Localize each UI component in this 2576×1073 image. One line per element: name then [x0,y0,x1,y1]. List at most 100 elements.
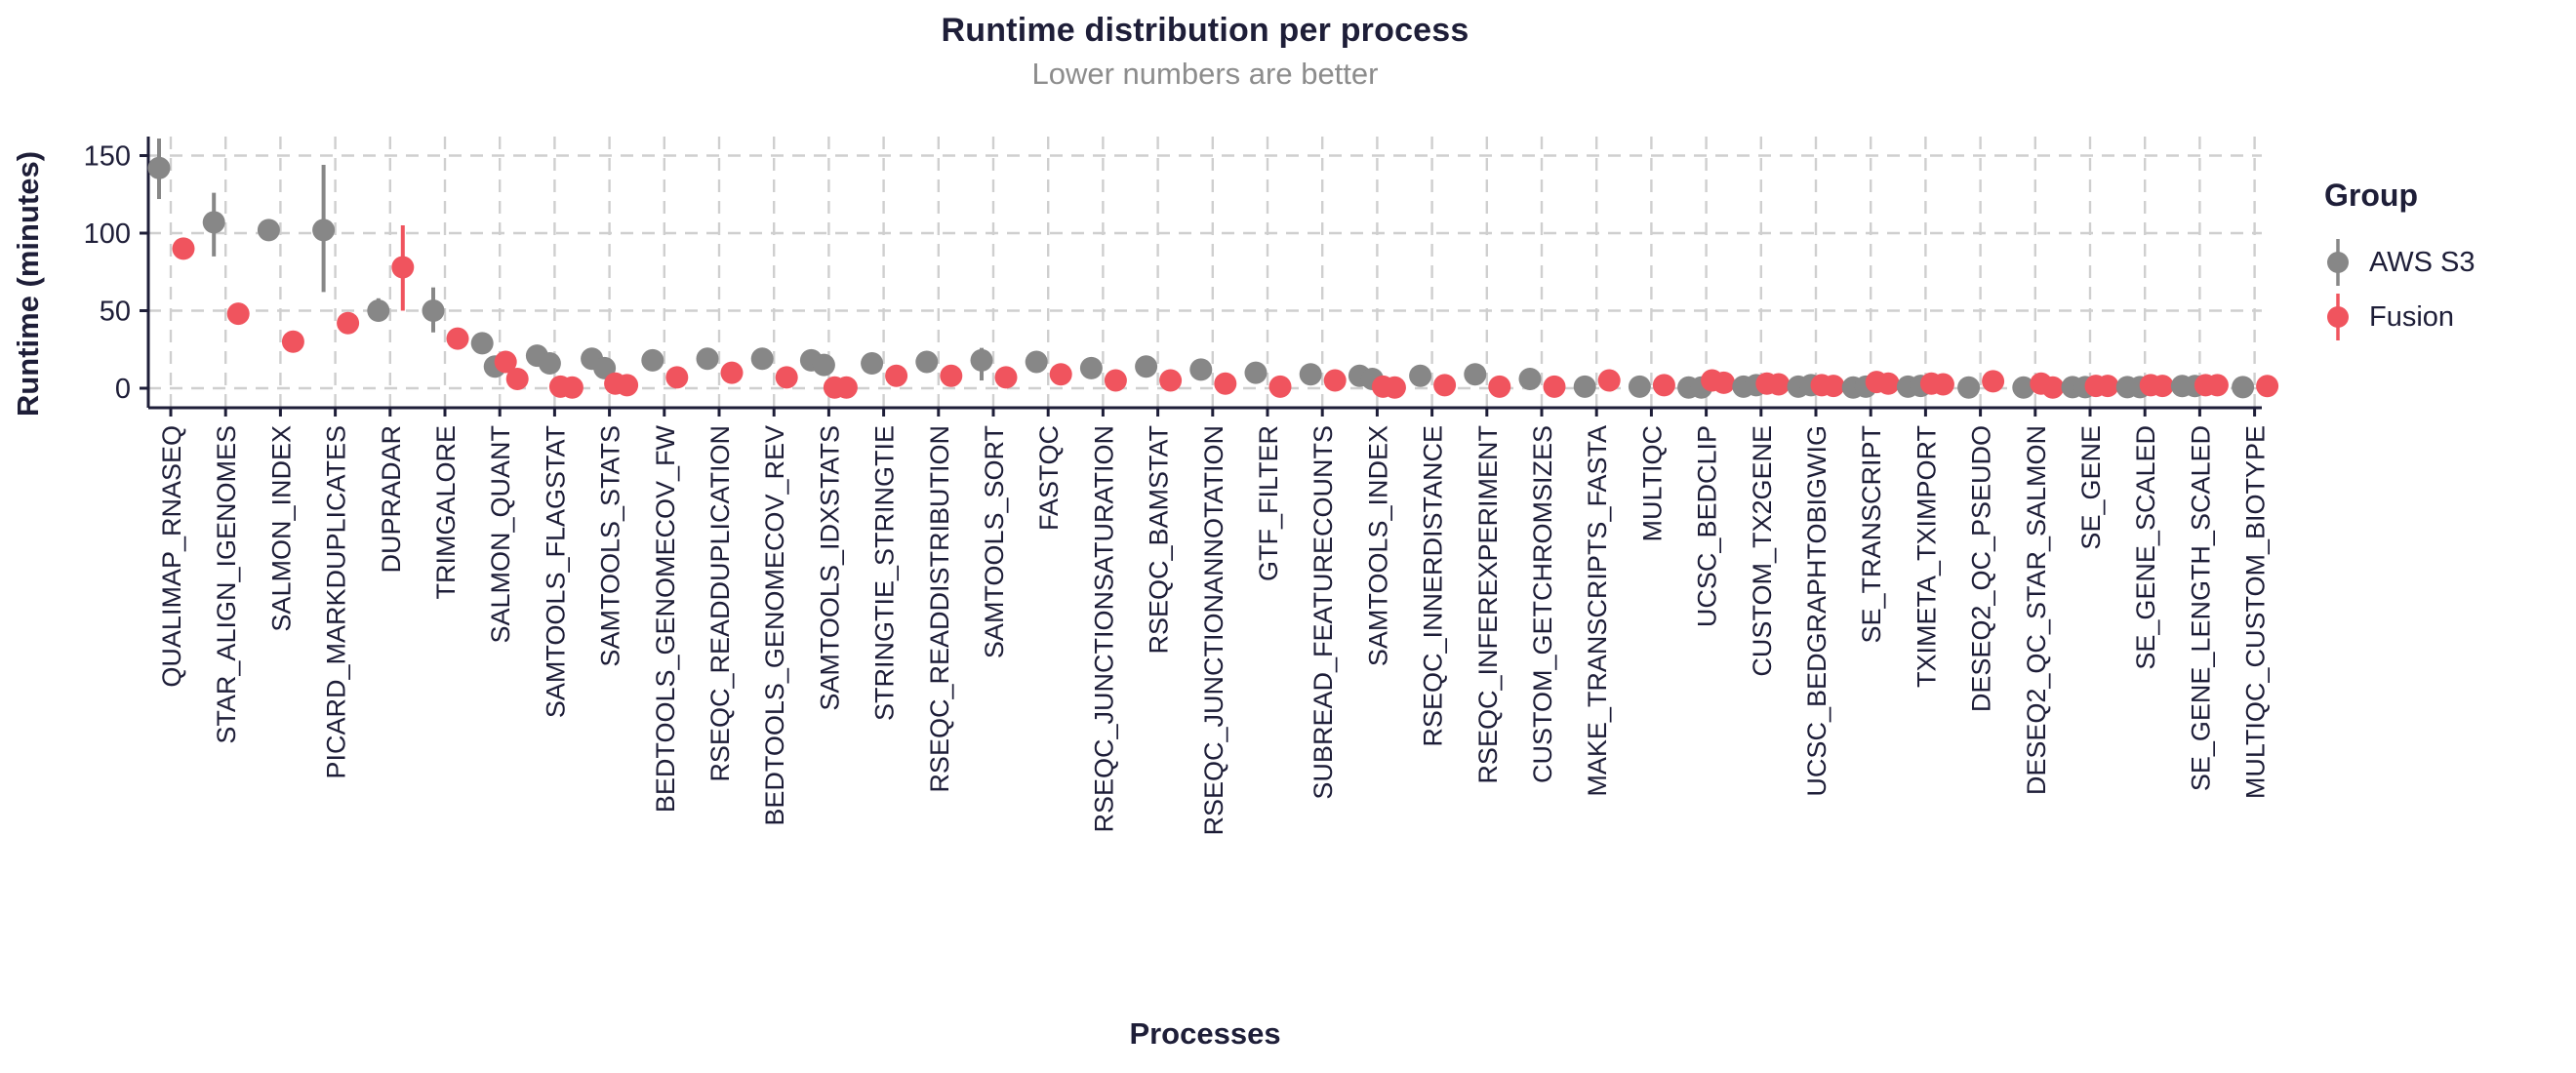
data-point-fusion [281,330,304,353]
x-axis-label: SE_GENE_SCALED [2131,425,2160,670]
pointrange-marker-icon [2324,237,2352,288]
x-axis-label: STAR_ALIGN_IGENOMES [212,425,241,744]
x-axis-label: UCSC_BEDCLIP [1693,425,1722,627]
data-point-fusion [885,364,908,387]
legend-title: Group [2324,178,2418,213]
data-point-aws_s3 [696,347,719,371]
data-point-aws_s3 [1518,367,1542,390]
x-axis-label: CUSTOM_TX2GENE [1748,425,1777,677]
x-axis-label: MAKE_TRANSCRIPTS_FASTA [1583,425,1612,797]
data-point-fusion [226,302,250,326]
x-axis-label: SE_GENE [2076,425,2106,550]
data-point-fusion [391,256,415,279]
x-axis-label: RSEQC_JUNCTIONSATURATION [1089,425,1118,833]
y-axis-tick-label: 0 [115,374,131,405]
data-point-fusion [505,367,529,390]
data-point-aws_s3 [202,211,225,234]
data-point-aws_s3 [1464,363,1487,386]
data-point-aws_s3 [1957,376,1981,399]
data-point-aws_s3 [915,350,939,374]
legend-entry-aws-s3: AWS S3 [2324,235,2568,290]
chart-title: Runtime distribution per process [941,12,1469,49]
data-point-fusion [1543,375,1566,398]
data-point-aws_s3 [1025,350,1048,374]
data-point-aws_s3 [1573,375,1596,398]
x-axis-label: SAMTOOLS_FLAGSTAT [541,425,570,718]
data-point-aws_s3 [367,299,390,322]
data-point-fusion [1383,376,1406,399]
data-point-fusion [1597,369,1621,392]
data-point-fusion [2041,376,2065,399]
x-axis-label: RSEQC_INNERDISTANCE [1419,425,1448,747]
data-point-aws_s3 [2012,376,2035,399]
x-axis-label: SAMTOOLS_SORT [980,425,1009,658]
x-axis-label: SALMON_QUANT [486,425,515,644]
data-point-fusion [1931,373,1954,396]
data-point-fusion [1712,371,1736,394]
x-axis-label: DUPRADAR [377,425,406,574]
x-axis-label: UCSC_BEDGRAPHTOBIGWIG [1802,425,1831,797]
legend: Group AWS S3 Fusion [2324,178,2568,344]
data-point-fusion [446,327,469,350]
x-axis-label: MULTIQC_CUSTOM_BIOTYPE [2241,425,2271,799]
data-point-fusion [1433,374,1457,397]
data-point-aws_s3 [970,348,993,372]
data-point-fusion [1982,370,2005,393]
x-axis-label: TRIMGALORE [431,425,461,600]
x-axis-label: SE_TRANSCRIPT [1857,425,1886,644]
data-point-aws_s3 [812,353,835,377]
x-axis-label: RSEQC_JUNCTIONANNOTATION [1199,425,1228,836]
pointrange-marker-icon [2324,292,2352,342]
data-point-fusion [616,374,639,397]
x-axis-label: RSEQC_BAMSTAT [1145,425,1174,655]
data-point-aws_s3 [1079,356,1103,379]
y-axis-tick-label: 150 [84,141,131,173]
x-axis-label: DESEQ2_QC_PSEUDO [1967,425,1996,712]
data-point-aws_s3 [1299,363,1322,386]
data-point-fusion [1652,374,1675,397]
x-axis-label: RSEQC_READDISTRIBUTION [925,425,954,793]
x-axis-label: PICARD_MARKDUPLICATES [322,425,351,779]
data-point-fusion [2205,374,2229,397]
y-axis-tick-label: 50 [100,297,131,328]
data-point-aws_s3 [147,156,171,179]
data-point-fusion [337,311,360,335]
x-axis-label: GTF_FILTER [1254,425,1283,581]
x-axis-label: TXIMETA_TXIMPORT [1912,425,1941,688]
x-axis-label: STRINGTIE_STRINGTIE [870,425,900,721]
data-point-aws_s3 [1189,358,1213,381]
data-point-aws_s3 [470,332,494,355]
data-point-fusion [1767,373,1791,396]
data-point-fusion [1876,372,1900,395]
x-axis-label: SAMTOOLS_IDXSTATS [815,425,844,711]
data-point-aws_s3 [641,348,664,372]
data-point-fusion [1488,375,1511,398]
data-point-aws_s3 [2232,376,2255,399]
x-axis-label: SUBREAD_FEATURECOUNTS [1308,425,1338,800]
data-point-aws_s3 [861,352,884,376]
data-point-fusion [940,364,963,387]
data-point-fusion [834,376,858,399]
data-point-aws_s3 [538,352,561,376]
data-point-fusion [2151,375,2174,398]
x-axis-label: RSEQC_INFEREXPERIMENT [1473,425,1503,784]
data-point-fusion [2096,375,2119,398]
data-point-aws_s3 [1409,364,1432,387]
x-axis-label: QUALIMAP_RNASEQ [157,425,186,688]
data-point-fusion [775,366,798,389]
data-point-fusion [994,366,1018,389]
x-axis-label: SAMTOOLS_STATS [596,425,625,667]
data-point-fusion [1214,372,1237,395]
x-axis-title: Processes [1129,1016,1281,1051]
legend-label: AWS S3 [2369,246,2475,278]
data-point-fusion [665,366,689,389]
data-point-fusion [1268,375,1292,398]
data-point-aws_s3 [1244,361,1268,384]
x-axis-label: BEDTOOLS_GENOMECOV_FW [651,424,680,813]
x-axis-label: SAMTOOLS_INDEX [1363,425,1392,666]
x-axis-label: SE_GENE_LENGTH_SCALED [2186,425,2215,791]
x-axis-label: BEDTOOLS_GENOMECOV_REV [760,425,789,826]
x-axis-label: FASTQC [1034,425,1064,531]
data-point-aws_s3 [1628,375,1651,398]
